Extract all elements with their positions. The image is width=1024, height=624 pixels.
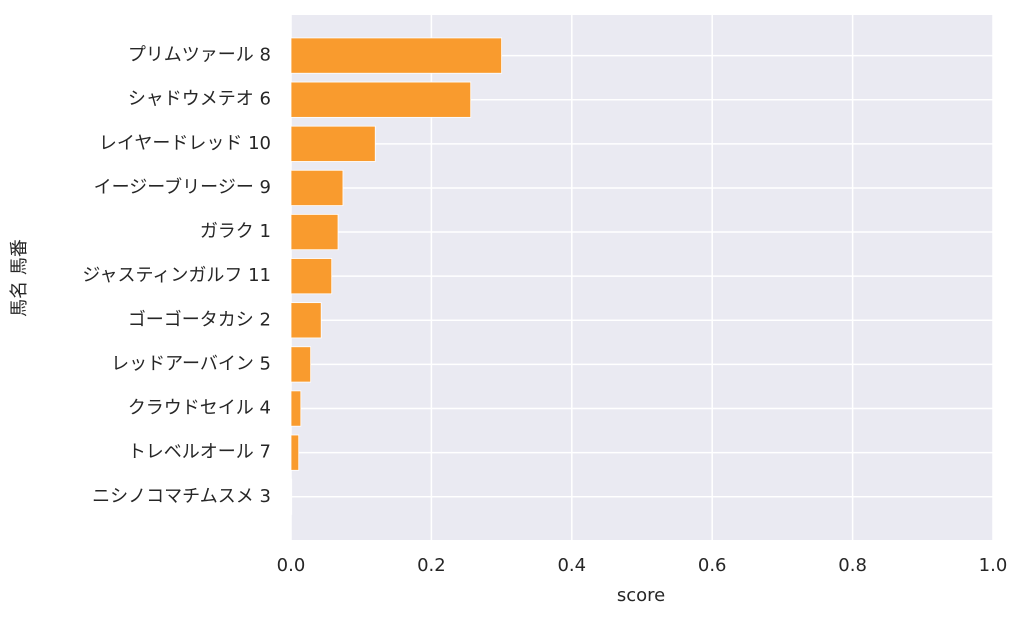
y-tick-label: レイヤードレッド 10 [99,133,271,154]
x-tick-label: 0.8 [838,555,867,576]
bar [290,258,333,295]
y-axis-label: 馬名 馬番 [9,239,30,317]
x-tick-label: 0.4 [557,555,586,576]
y-tick-label: ガラク 1 [200,221,271,242]
y-tick-label: クラウドセイル 4 [128,398,271,419]
bar [290,169,344,206]
x-axis-label: score [617,585,665,606]
bar [290,81,472,118]
y-tick-label: トレベルオール 7 [128,442,271,463]
bar [290,390,302,427]
y-tick-label: シャドウメテオ 6 [128,89,271,110]
y-tick-label: イージーブリージー 9 [94,176,271,198]
y-tick-label: プリムツァール 8 [128,45,271,66]
x-tick-label: 0.2 [417,555,446,576]
y-tick-label: ニシノコマチムスメ 3 [92,486,271,507]
y-tick-label: レッドアーバイン 5 [111,353,271,374]
bar [290,37,503,74]
x-tick-label: 1.0 [979,555,1008,576]
bar [290,434,300,471]
x-tick-label: 0.6 [698,555,727,576]
y-tick-label: ゴーゴータカシ 2 [128,309,271,330]
bar [290,302,322,339]
x-tick-label: 0.0 [277,555,306,576]
bar [290,125,376,162]
bar [290,214,339,251]
bar [290,478,293,515]
y-tick-label: ジャスティンガルフ 11 [82,265,271,286]
bar [290,346,312,383]
